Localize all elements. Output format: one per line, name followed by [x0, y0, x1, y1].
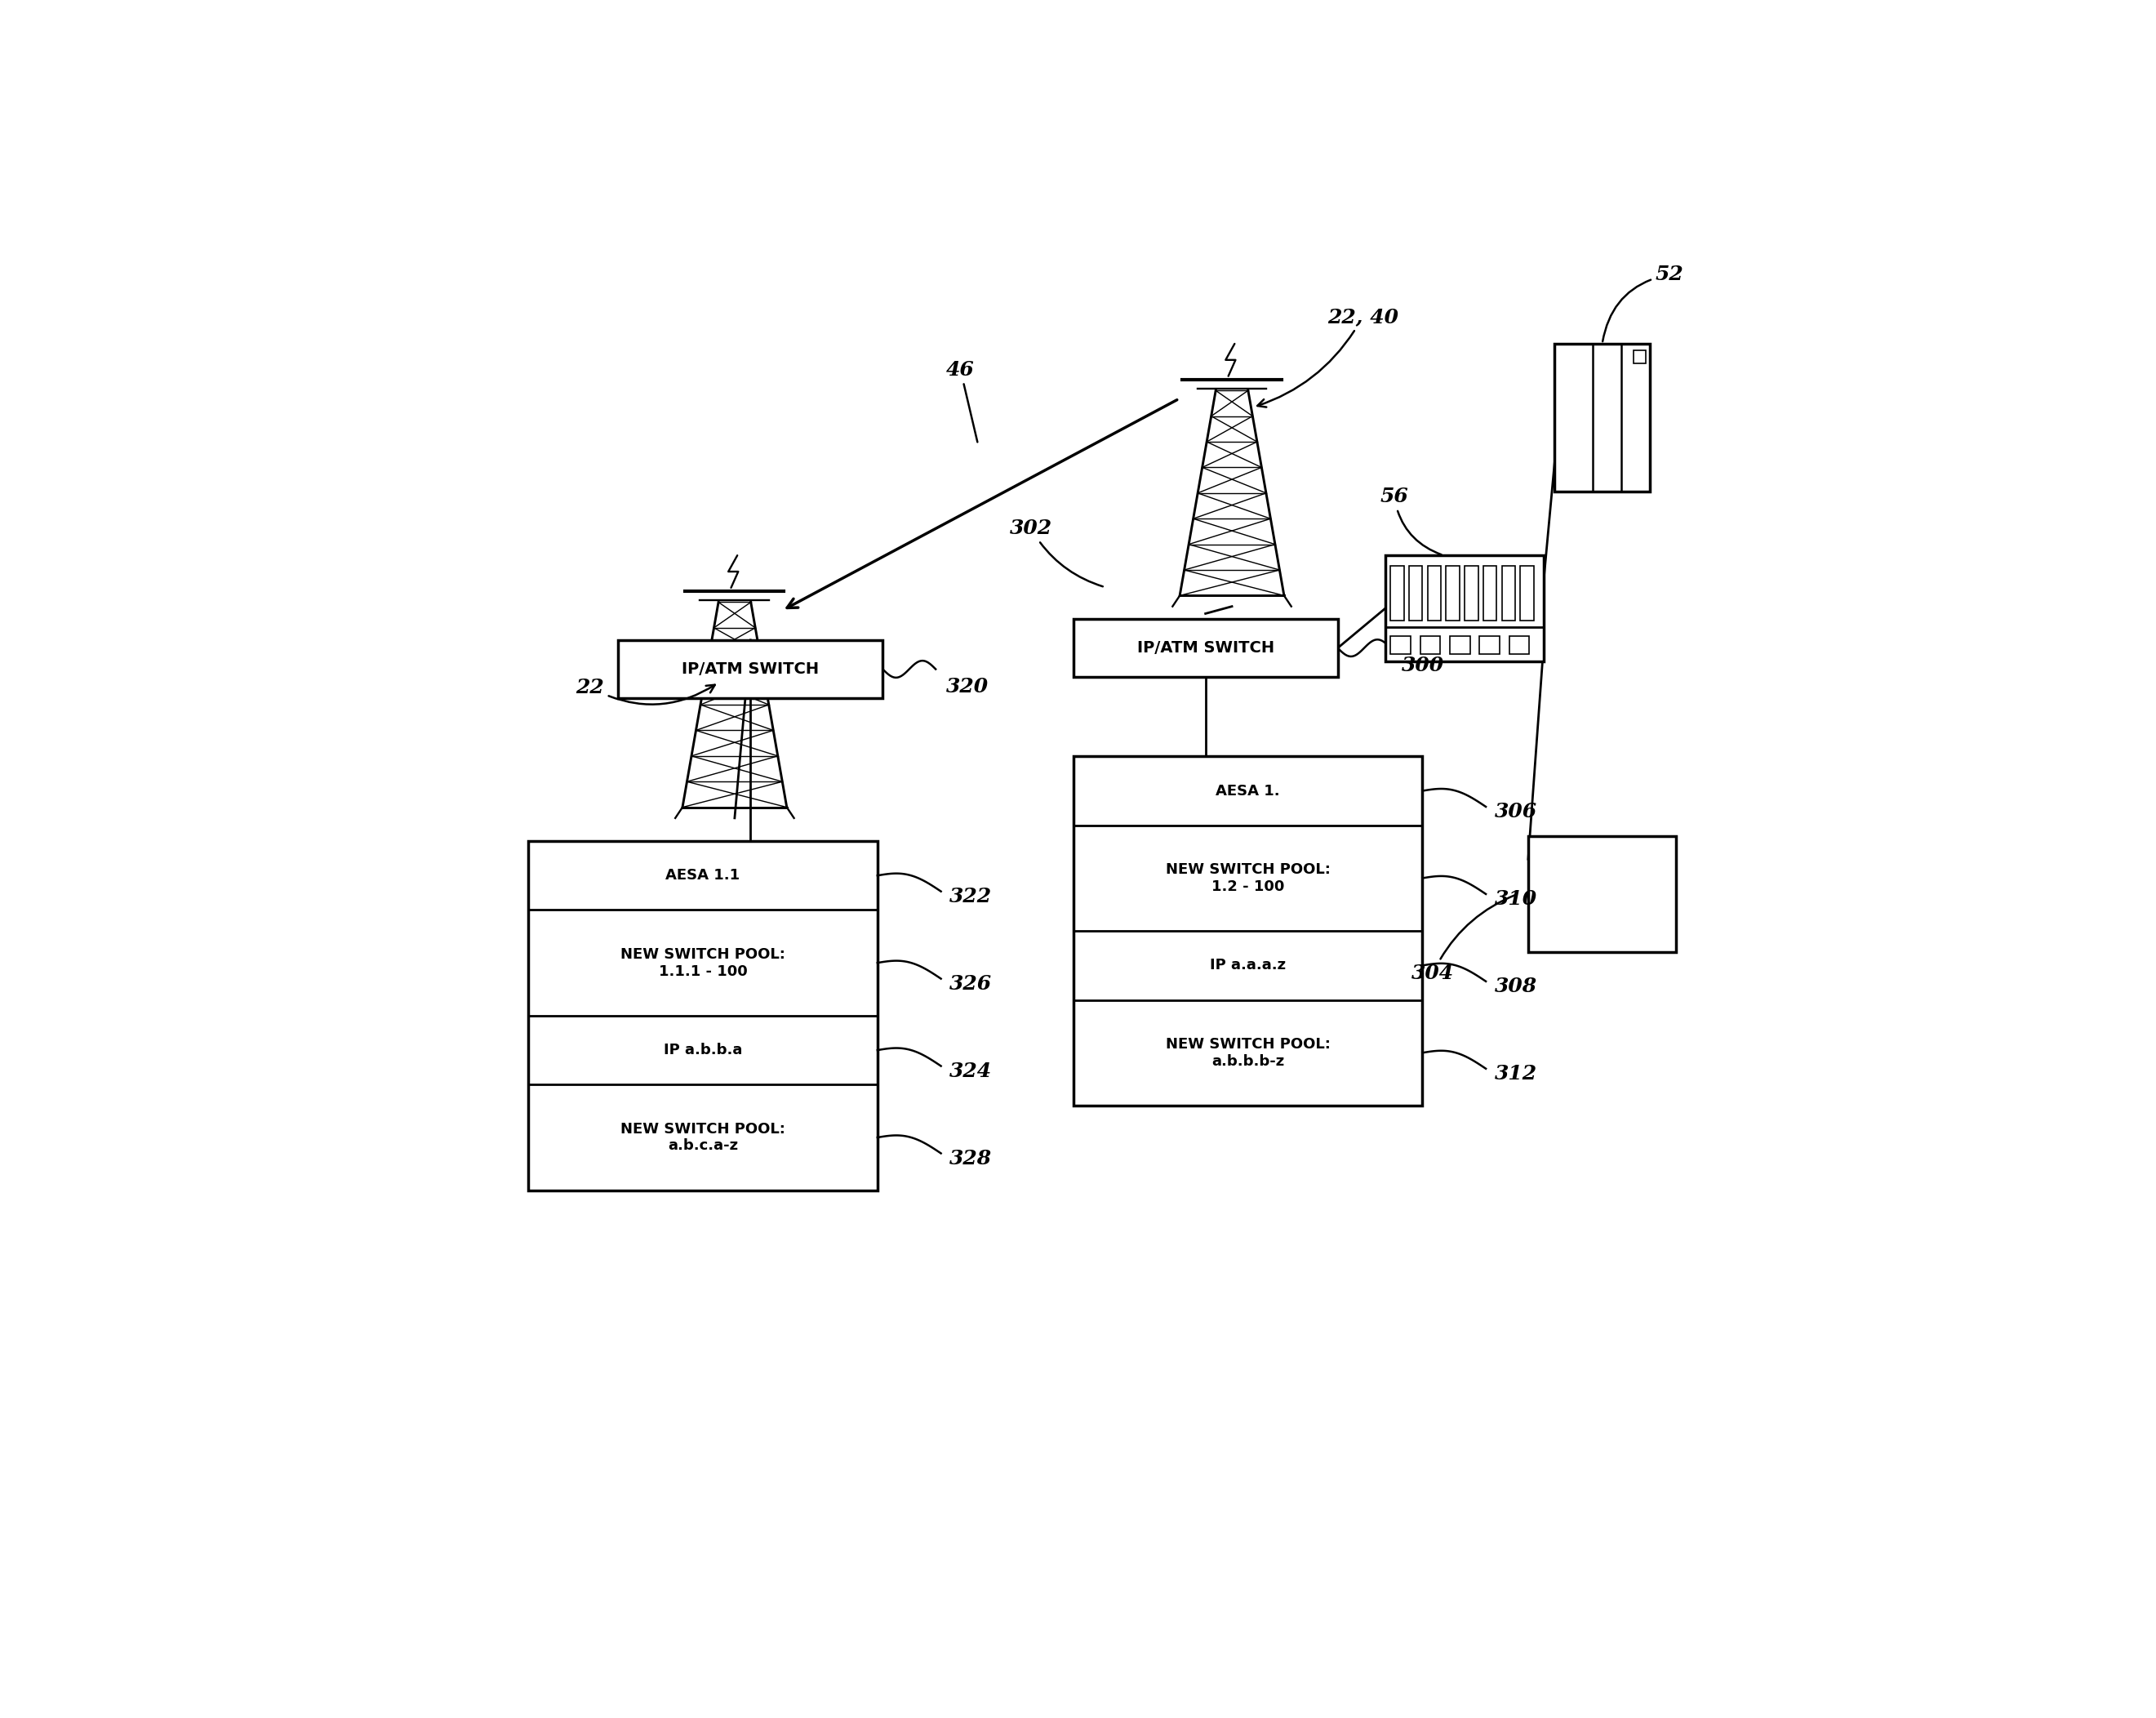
Bar — [1391, 636, 1410, 655]
Bar — [619, 641, 882, 698]
Text: 302: 302 — [1009, 519, 1102, 586]
Bar — [1464, 567, 1479, 620]
Bar — [1074, 618, 1337, 677]
Bar — [528, 842, 877, 1191]
Text: AESA 1.1: AESA 1.1 — [666, 868, 740, 883]
Bar — [1479, 636, 1498, 655]
Bar — [1483, 567, 1496, 620]
Bar — [1529, 837, 1677, 952]
Bar — [1503, 567, 1516, 620]
Bar — [1554, 344, 1649, 491]
Text: 308: 308 — [1494, 978, 1537, 996]
Text: 322: 322 — [949, 886, 992, 907]
Text: 324: 324 — [949, 1062, 992, 1081]
Text: 52: 52 — [1602, 265, 1684, 342]
Text: NEW SWITCH POOL:
a.b.b.b-z: NEW SWITCH POOL: a.b.b.b-z — [1166, 1038, 1330, 1069]
Text: 306: 306 — [1494, 802, 1537, 821]
Text: 46: 46 — [946, 361, 977, 442]
Text: IP/ATM SWITCH: IP/ATM SWITCH — [1136, 641, 1274, 656]
Text: 22: 22 — [576, 677, 716, 704]
Bar — [1074, 756, 1423, 1106]
Text: IP/ATM SWITCH: IP/ATM SWITCH — [681, 661, 819, 677]
Text: IP a.b.b.a: IP a.b.b.a — [664, 1043, 742, 1058]
Bar — [1421, 636, 1440, 655]
Text: 22, 40: 22, 40 — [1257, 308, 1397, 407]
Text: NEW SWITCH POOL:
1.1.1 - 100: NEW SWITCH POOL: 1.1.1 - 100 — [621, 947, 785, 979]
Text: AESA 1.: AESA 1. — [1216, 783, 1281, 799]
Text: 320: 320 — [946, 677, 990, 696]
Text: 300: 300 — [1401, 656, 1445, 675]
Text: NEW SWITCH POOL:
1.2 - 100: NEW SWITCH POOL: 1.2 - 100 — [1166, 862, 1330, 893]
Text: IP a.a.a.z: IP a.a.a.z — [1210, 959, 1285, 972]
Text: NEW SWITCH POOL:
a.b.c.a-z: NEW SWITCH POOL: a.b.c.a-z — [621, 1122, 785, 1153]
Bar — [1386, 555, 1544, 661]
Bar — [1447, 567, 1460, 620]
Bar — [1449, 636, 1470, 655]
Text: 304: 304 — [1412, 895, 1516, 983]
Text: 312: 312 — [1494, 1063, 1537, 1084]
Bar — [1410, 567, 1423, 620]
Text: 310: 310 — [1494, 890, 1537, 909]
Bar — [1509, 636, 1529, 655]
Text: 326: 326 — [949, 974, 992, 993]
Text: 56: 56 — [1380, 486, 1442, 555]
Bar — [1391, 567, 1404, 620]
Bar — [1520, 567, 1533, 620]
Bar — [1634, 350, 1645, 364]
Text: 328: 328 — [949, 1149, 992, 1168]
Bar — [1427, 567, 1440, 620]
